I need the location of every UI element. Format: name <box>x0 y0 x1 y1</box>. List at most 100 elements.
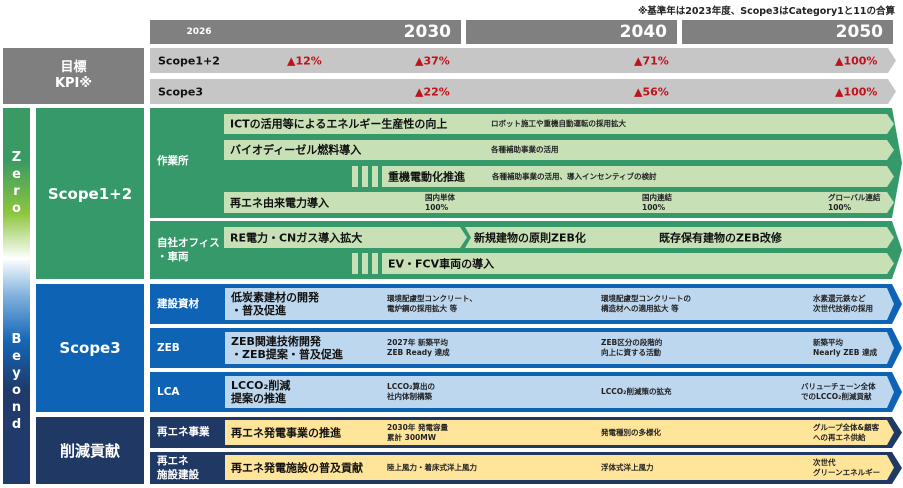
bar-title: 新規建物の原則ZEB化 <box>474 231 586 244</box>
bar-re-power: RE電力・CNガス導入拡大 <box>224 227 467 248</box>
zero-beyond-strip: Z e r o B e y o n d <box>3 108 30 484</box>
year-2050: 2050 <box>835 22 883 42</box>
strip-letter: B <box>11 332 22 347</box>
year-2040-header: 2040 <box>466 20 677 44</box>
bar-title: ICTの活用等によるエネルギー生産性の向上 <box>230 117 448 131</box>
bar-note: 国内連結 100% <box>642 192 672 212</box>
contribution-row-label: 再エネ事業 <box>157 426 210 438</box>
strip-letter: r <box>13 184 20 199</box>
bar-note: LCCO₂算出の 社内体制構築 <box>387 382 435 401</box>
scope3-label: Scope3 <box>36 284 144 412</box>
year-2026: 2026 <box>186 27 212 37</box>
bar-title: RE電力・CNガス導入拡大 <box>230 231 363 244</box>
lead-tick <box>362 166 368 187</box>
strip-letter: o <box>12 383 21 398</box>
worksite-label: 作業所 <box>157 155 189 167</box>
office-label: 自社オフィス ・車両 <box>157 236 220 264</box>
bar-ict: ICTの活用等によるエネルギー生産性の向上 ロボット施工や重機自動運転の採用拡大 <box>224 114 894 134</box>
contribution-row-label: 再エネ 施設建設 <box>157 455 199 481</box>
bar-re-business: 再エネ発電事業の推進 2030年 発電容量 累計 300MW 発電種別の多様化 … <box>225 420 894 445</box>
strip-letter: d <box>11 417 22 432</box>
year-2030-header: 2030 <box>248 20 461 44</box>
kpi-row-scope12: Scope1+2 ▲12% ▲37% ▲71% ▲100% <box>150 48 896 73</box>
bar-re-facility: 再エネ発電施設の普及貢献 陸上風力・着床式洋上風力 浮体式洋上風力 次世代 グリ… <box>225 455 894 480</box>
bar-note: 各種補助事業の活用、導入インセンティブの検討 <box>492 171 657 181</box>
lead-tick <box>362 253 368 274</box>
bar-title: バイオディーゼル燃料導入 <box>230 143 362 157</box>
bar-title: 再エネ由来電力導入 <box>230 196 329 209</box>
bar-note: 新築平均 Nearly ZEB 達成 <box>813 338 878 357</box>
scope12-label: Scope1+2 <box>36 108 144 279</box>
scope3-row-label: LCA <box>157 386 180 398</box>
lead-tick <box>372 253 378 274</box>
bar-note: バリューチェーン全体 でのLCCO₂削減貢献 <box>801 382 876 401</box>
bar-title: 既存保有建物のZEB改修 <box>659 231 782 244</box>
bar-renewable-power: 再エネ由来電力導入 国内単体 100% 国内連結 100% グローバル連結 10… <box>224 192 894 213</box>
bar-note: 各種補助事業の活用 <box>491 145 559 154</box>
kpi-row-name: Scope3 <box>158 85 203 98</box>
bar-note: 浮体式洋上風力 <box>601 462 654 472</box>
bar-note: ロボット施工や重機自動運転の採用拡大 <box>491 119 626 128</box>
scope3-row-label: 建設資材 <box>157 298 199 310</box>
scope12-label-text: Scope1+2 <box>47 184 133 203</box>
year-2050-header: 2050 <box>682 20 893 44</box>
bar-note: グループ全体&顧客 への再エネ供給 <box>813 422 880 442</box>
year-2030: 2030 <box>403 22 451 42</box>
lead-tick <box>352 253 358 274</box>
lead-tick <box>352 166 358 187</box>
scope3-label-text: Scope3 <box>59 339 121 357</box>
kpi-value-2040: ▲56% <box>634 85 669 98</box>
bar-lcco2: LCCO₂削減 提案の推進 LCCO₂算出の 社内体制構築 LCCO₂削減策の拡… <box>225 376 894 408</box>
office-label-line1: 自社オフィス <box>157 237 220 249</box>
strip-letter: n <box>11 400 22 415</box>
kpi-label-line1: 目標 <box>60 60 87 75</box>
bar-biodiesel: バイオディーゼル燃料導入 各種補助事業の活用 <box>224 140 894 160</box>
bar-title: 重機電動化推進 <box>388 170 465 183</box>
bar-title: 低炭素建材の開発 ・普及促進 <box>231 291 319 317</box>
bar-title: ZEB関連技術開発 ・ZEB提案・普及促進 <box>231 335 343 361</box>
bar-note: 発電種別の多様化 <box>601 427 661 437</box>
bar-note: 水素還元鉄など 次世代技術の採用 <box>813 294 873 313</box>
bar-heavy-machinery: 重機電動化推進 各種補助事業の活用、導入インセンティブの検討 <box>382 166 894 187</box>
lead-tick <box>372 166 378 187</box>
bar-note: 国内単体 100% <box>425 192 455 212</box>
bar-zeb-buildings: 新規建物の原則ZEB化 既存保有建物のZEB改修 <box>465 227 894 248</box>
strip-letter: e <box>12 349 21 364</box>
kpi-value-2050: ▲100% <box>835 54 878 67</box>
scope3-row-label: ZEB <box>157 342 180 354</box>
year-2040: 2040 <box>619 22 667 42</box>
bar-ev-fcv: EV・FCV車両の導入 <box>382 253 894 274</box>
kpi-label-line2: KPI※ <box>54 76 93 91</box>
kpi-value-2050: ▲100% <box>835 85 878 98</box>
office-label-line2: ・車両 <box>157 251 189 263</box>
strip-letter: o <box>12 201 21 216</box>
year-2026-header: 2026 <box>150 20 248 44</box>
kpi-value-2040: ▲71% <box>634 54 669 67</box>
bar-note: LCCO₂削減策の拡充 <box>601 387 672 396</box>
bar-note: 2030年 発電容量 累計 300MW <box>387 422 448 442</box>
kpi-value-2030: ▲22% <box>415 85 450 98</box>
kpi-row-scope3: Scope3 ▲22% ▲56% ▲100% <box>150 79 896 104</box>
contribution-label-text: 削減貢献 <box>59 442 120 460</box>
kpi-value-2030: ▲37% <box>415 54 450 67</box>
strip-letter: y <box>12 366 21 381</box>
bar-title: 再エネ発電施設の普及貢献 <box>231 461 363 474</box>
bar-note: 陸上風力・着床式洋上風力 <box>387 462 477 472</box>
bar-title: EV・FCV車両の導入 <box>388 257 495 270</box>
bar-note: 環境配慮型コンクリート、 電炉鋼の採用拡大 等 <box>387 294 477 313</box>
bar-note: 2027年 新築平均 ZEB Ready 達成 <box>387 338 450 357</box>
bar-title: LCCO₂削減 提案の推進 <box>231 379 291 405</box>
bar-title: 再エネ発電事業の推進 <box>231 426 341 439</box>
bar-note: 環境配慮型コンクリートの 構造材への適用拡大 等 <box>601 294 691 313</box>
bar-note: グローバル連結 100% <box>828 192 881 212</box>
contribution-label: 削減貢献 <box>36 417 144 484</box>
strip-letter: Z <box>11 150 22 165</box>
kpi-row-name: Scope1+2 <box>158 54 220 67</box>
kpi-label: 目標 KPI※ <box>3 48 144 104</box>
bar-zeb-tech: ZEB関連技術開発 ・ZEB提案・普及促進 2027年 新築平均 ZEB Rea… <box>225 332 894 364</box>
bar-note: ZEB区分の段階的 向上に資する活動 <box>601 338 663 357</box>
kpi-value-2026: ▲12% <box>287 54 322 67</box>
bar-low-carbon-materials: 低炭素建材の開発 ・普及促進 環境配慮型コンクリート、 電炉鋼の採用拡大 等 環… <box>225 288 894 320</box>
strip-letter: e <box>12 167 21 182</box>
bar-note: 次世代 グリーンエネルギー <box>813 457 881 477</box>
